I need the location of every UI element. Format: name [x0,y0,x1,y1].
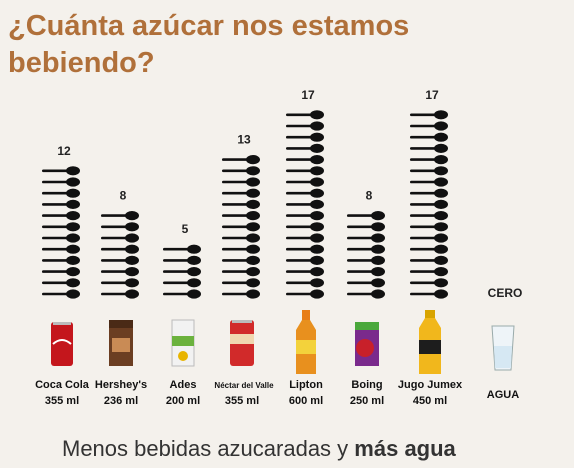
footer-highlight: más agua [354,436,456,461]
value-label: 12 [57,144,71,158]
value-label: 17 [301,88,315,102]
category-label: Néctar del Valle [214,381,274,390]
volume-label: 250 ml [350,395,384,407]
footer-text: Menos bebidas azucaradas y [62,436,349,461]
category-label: Lipton [289,379,323,391]
category-label: Boing [351,379,382,391]
coca-cola-can-icon [51,322,73,366]
value-label: 17 [425,88,439,102]
volume-label: 355 ml [225,395,259,407]
category-label: Ades [170,379,197,391]
spoon-bar-6 [347,211,385,299]
spoon-bar-2 [101,211,139,299]
volume-label: 450 ml [413,395,447,407]
spoon-bar-7 [410,110,448,299]
value-label: 5 [182,222,189,236]
footer-message: Menos bebidas azucaradas y más agua [62,436,572,462]
water-glass-icon [491,325,515,371]
boing-carton-icon [355,322,379,366]
category-label: AGUA [487,389,519,401]
value-label: 13 [237,133,251,147]
value-label: 8 [366,189,373,203]
value-label: 8 [120,189,127,203]
volume-label: 236 ml [104,395,138,407]
category-label: Jugo Jumex [398,379,463,391]
category-label: Hershey's [95,379,147,391]
spoon-bar-1 [42,166,80,299]
value-label: CERO [488,286,523,300]
spoon-bar-3 [163,244,201,299]
jumex-bottle-icon [419,310,441,374]
volume-label: 355 ml [45,395,79,407]
volume-label: 200 ml [166,395,200,407]
ades-carton-icon [171,319,195,367]
spoon-bar-5 [286,110,324,299]
category-label: Coca Cola [35,379,90,391]
hersheys-carton-icon [109,320,133,366]
volume-label: 600 ml [289,395,323,407]
lipton-bottle-icon [296,310,316,374]
valle-can-icon [230,320,254,366]
page-title: ¿Cuánta azúcar nos estamos bebiendo? [8,10,410,79]
spoon-bar-4 [222,155,260,299]
